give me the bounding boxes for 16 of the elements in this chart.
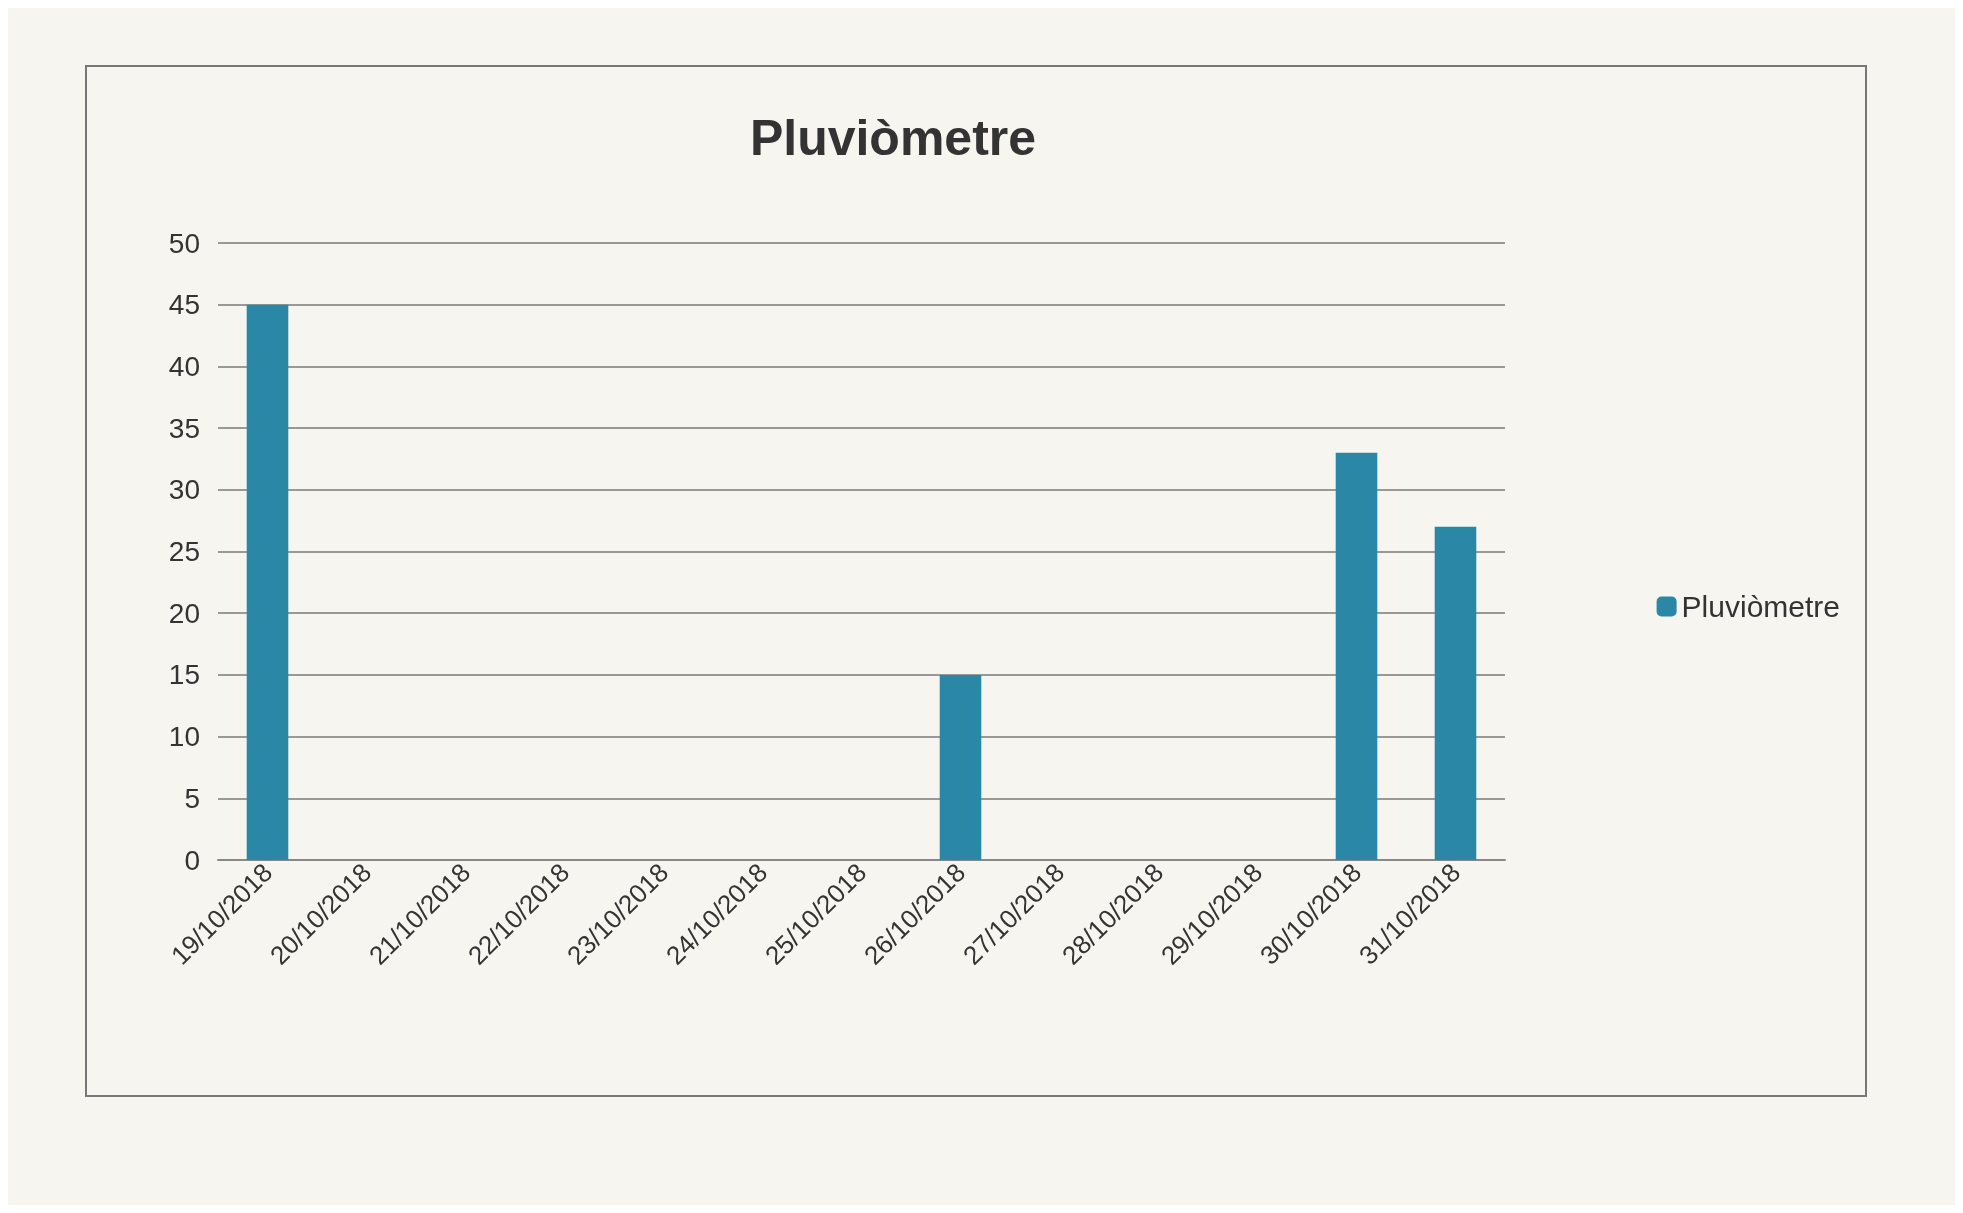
- y-tick-label: 45: [168, 289, 200, 321]
- chart-title: Pluviòmetre: [749, 110, 1037, 166]
- y-tick-label: 50: [168, 227, 200, 259]
- bar: [939, 674, 982, 860]
- y-tick-label: 40: [168, 350, 200, 382]
- legend-label: Pluviòmetre: [1681, 590, 1841, 623]
- y-tick-label: 20: [168, 597, 200, 629]
- bar: [246, 304, 289, 860]
- y-tick-label: 15: [168, 659, 200, 691]
- bar: [1335, 452, 1378, 860]
- bar: [1434, 526, 1477, 860]
- y-tick-label: 10: [168, 721, 200, 753]
- y-tick-label: 25: [168, 536, 200, 567]
- y-tick-label: 5: [184, 782, 200, 814]
- y-tick-label: 35: [168, 412, 200, 444]
- y-tick-label: 30: [168, 474, 200, 506]
